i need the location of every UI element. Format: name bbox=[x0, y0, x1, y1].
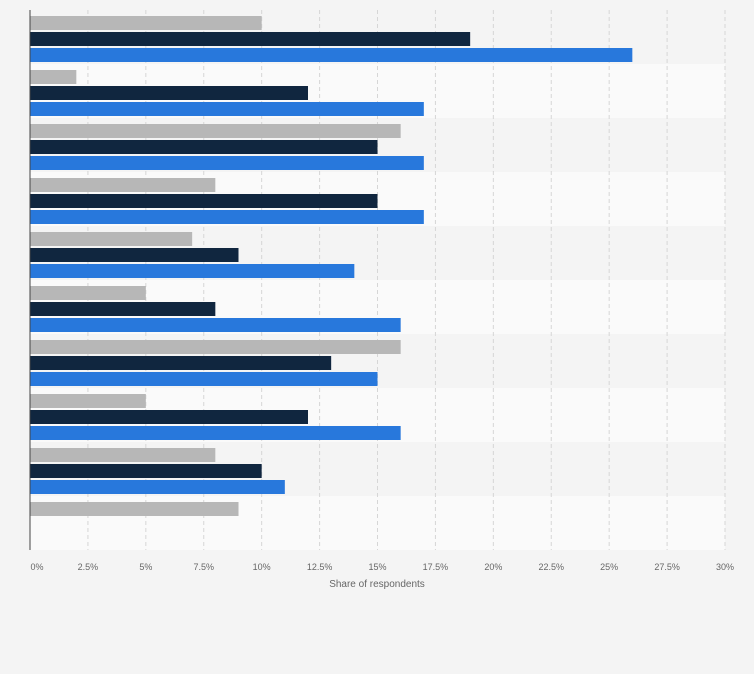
bar[interactable] bbox=[30, 340, 401, 354]
bar[interactable] bbox=[30, 410, 308, 424]
bar[interactable] bbox=[30, 426, 401, 440]
x-tick-label: 0% bbox=[30, 562, 43, 572]
x-tick-label: 15% bbox=[368, 562, 386, 572]
bar[interactable] bbox=[30, 480, 285, 494]
bar[interactable] bbox=[30, 70, 77, 84]
x-tick-labels: 0% 2.5% 5% 7.5% 10% 12.5% 15% 17.5% 20% 22.5% 25% 2… bbox=[30, 562, 734, 572]
x-tick-label: 20% bbox=[484, 562, 502, 572]
bar[interactable] bbox=[30, 86, 308, 100]
bar[interactable] bbox=[30, 102, 424, 116]
bar[interactable] bbox=[30, 394, 146, 408]
x-axis-label: Share of respondents bbox=[329, 579, 425, 590]
bar[interactable] bbox=[30, 194, 378, 208]
bar[interactable] bbox=[30, 156, 424, 170]
x-tick-label: 17.5% bbox=[423, 562, 449, 572]
bar[interactable] bbox=[30, 464, 262, 478]
bar[interactable] bbox=[30, 356, 332, 370]
bar[interactable] bbox=[30, 178, 216, 192]
x-tick-label: 5% bbox=[139, 562, 152, 572]
x-tick-label: 30% bbox=[716, 562, 734, 572]
bar[interactable] bbox=[30, 32, 471, 46]
bar[interactable] bbox=[30, 264, 355, 278]
x-tick-label: 25% bbox=[600, 562, 618, 572]
bar[interactable] bbox=[30, 124, 401, 138]
bar[interactable] bbox=[30, 48, 633, 62]
x-tick-label: 7.5% bbox=[193, 562, 214, 572]
bar[interactable] bbox=[30, 232, 193, 246]
bars bbox=[30, 16, 633, 516]
bar[interactable] bbox=[30, 502, 239, 516]
bar[interactable] bbox=[30, 248, 239, 262]
bar[interactable] bbox=[30, 210, 424, 224]
x-tick-label: 27.5% bbox=[654, 562, 680, 572]
x-tick-label: 22.5% bbox=[538, 562, 564, 572]
bar[interactable] bbox=[30, 16, 262, 30]
bar[interactable] bbox=[30, 318, 401, 332]
bar[interactable] bbox=[30, 372, 378, 386]
x-tick-label: 12.5% bbox=[307, 562, 333, 572]
x-tick-label: 10% bbox=[253, 562, 271, 572]
bar[interactable] bbox=[30, 302, 216, 316]
x-tick-label: 2.5% bbox=[78, 562, 99, 572]
bar[interactable] bbox=[30, 286, 146, 300]
bar[interactable] bbox=[30, 140, 378, 154]
bar[interactable] bbox=[30, 448, 216, 462]
